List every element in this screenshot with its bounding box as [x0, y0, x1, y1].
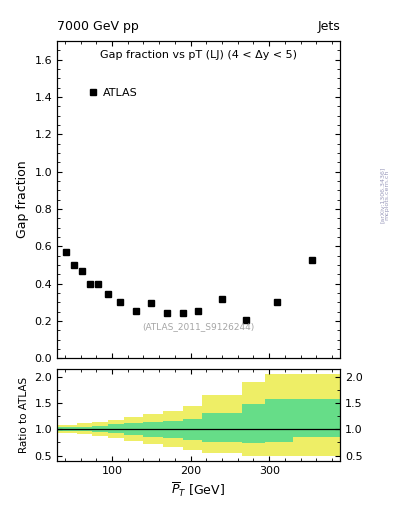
- Text: [arXiv:1306.3436]: [arXiv:1306.3436]: [380, 166, 385, 223]
- Text: 7000 GeV pp: 7000 GeV pp: [57, 20, 139, 33]
- Text: mcplots.cern.ch: mcplots.cern.ch: [385, 169, 389, 220]
- Text: Jets: Jets: [317, 20, 340, 33]
- Text: (ATLAS_2011_S9126244): (ATLAS_2011_S9126244): [142, 322, 255, 331]
- Text: Gap fraction vs pT (LJ) (4 < Δy < 5): Gap fraction vs pT (LJ) (4 < Δy < 5): [100, 51, 297, 60]
- X-axis label: $\overline{P}_T$ [GeV]: $\overline{P}_T$ [GeV]: [171, 481, 226, 499]
- Y-axis label: Gap fraction: Gap fraction: [16, 161, 29, 239]
- Legend: ATLAS: ATLAS: [85, 84, 141, 101]
- Y-axis label: Ratio to ATLAS: Ratio to ATLAS: [19, 377, 29, 453]
